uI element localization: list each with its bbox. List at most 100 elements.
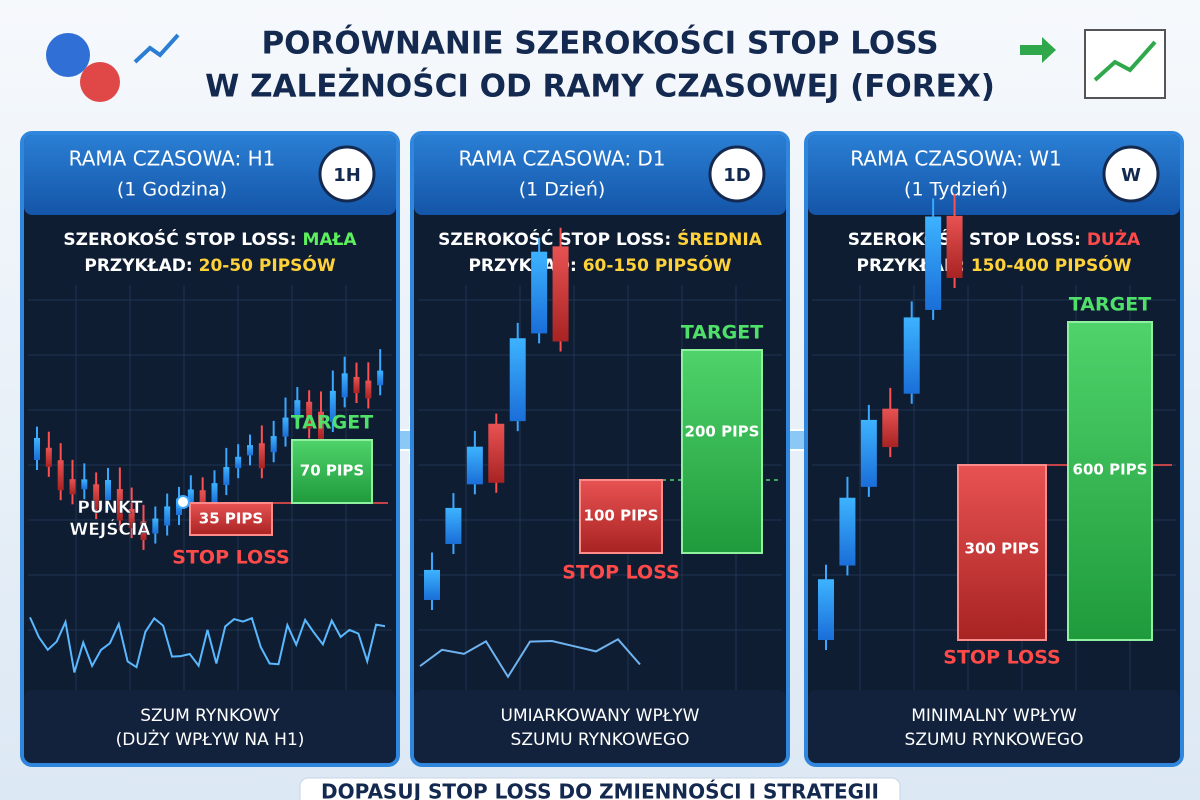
badge-text: 1D: [723, 165, 750, 186]
chart-icon-line: [1093, 40, 1157, 82]
candle: [341, 373, 348, 398]
title-line: PORÓWNANIE SZEROKOŚCI STOP LOSS: [261, 25, 938, 62]
target-box: [681, 349, 763, 554]
candle: [69, 479, 76, 495]
stop-width-label: SZEROKOŚĆ STOP LOSS:: [848, 228, 1081, 250]
example-label: PRZYKŁAD:: [84, 256, 192, 276]
target-label: TARGET: [291, 412, 373, 434]
panel-subtitle: (1 Godzina): [117, 179, 227, 201]
panel: RAMA CZASOWA: W1 (1 Tydzień) W SZEROKOŚĆ ST…: [804, 131, 1184, 767]
candle: [860, 419, 877, 487]
candle: [211, 483, 218, 503]
stop-pips: 35 PIPS: [199, 510, 263, 528]
stop-label: STOP LOSS: [943, 647, 1060, 669]
candle: [365, 380, 372, 399]
panel-header: [808, 135, 1180, 215]
panel-title: RAMA CZASOWA: H1: [69, 147, 276, 171]
example-value: 150-400 PIPSÓW: [971, 254, 1132, 276]
panel-title: RAMA CZASOWA: D1: [458, 147, 665, 171]
candle: [93, 484, 100, 510]
panel-footer-text: SZUMU RYNKOWEGO: [511, 730, 690, 750]
panel-footer-text: (DUŻY WPŁYW NA H1): [116, 729, 305, 750]
panel-frame: [410, 131, 790, 767]
candle: [235, 456, 242, 469]
stop-width: SZEROKOŚĆ STOP LOSS: DUŻA: [848, 228, 1141, 250]
candle: [294, 400, 301, 420]
example-value: 20-50 PIPSÓW: [199, 254, 336, 276]
candle: [925, 216, 942, 310]
candle: [306, 401, 313, 429]
panel-subtitle: (1 Dzień): [519, 179, 606, 201]
example: PRZYKŁAD: 150-400 PIPSÓW: [857, 254, 1132, 276]
noise-line: [419, 638, 641, 679]
example: PRZYKŁAD: 20-50 PIPSÓW: [84, 254, 335, 276]
footer-text: DOPASUJ STOP LOSS DO ZMIENNOŚCI I STRATE…: [321, 780, 879, 800]
panel-footer: [24, 690, 396, 763]
stop-box: [579, 479, 663, 554]
candle: [946, 215, 963, 278]
target-box: [1067, 321, 1153, 641]
candle: [282, 417, 289, 437]
target-pips: 70 PIPS: [300, 462, 364, 480]
panel-header: [24, 135, 396, 215]
badge-text: 1H: [333, 165, 361, 186]
candle: [445, 507, 462, 544]
candle: [57, 460, 64, 491]
candle: [45, 447, 52, 467]
stop-label: STOP LOSS: [172, 547, 289, 569]
panel-header: [414, 135, 786, 215]
dollar-icon: [80, 62, 120, 102]
stop-width-label: SZEROKOŚĆ STOP LOSS:: [438, 228, 671, 250]
candle: [353, 376, 360, 394]
candle: [424, 569, 440, 600]
arrow-icon: [1020, 37, 1056, 63]
panel-subtitle: (1 Tydzień): [904, 179, 1008, 201]
panel-footer-text: SZUMU RYNKOWEGO: [905, 730, 1084, 750]
candle: [223, 467, 230, 486]
stop-label: STOP LOSS: [562, 562, 679, 584]
candle: [187, 489, 194, 507]
candle: [377, 370, 384, 386]
candle: [34, 437, 40, 460]
stop-pips: 100 PIPS: [584, 507, 659, 525]
panel-footer-text: MINIMALNY WPŁYW: [911, 706, 1077, 726]
euro-icon: [46, 33, 90, 77]
candle: [466, 446, 483, 485]
example-value: 60-150 PIPSÓW: [583, 254, 732, 276]
candle: [552, 246, 569, 342]
candle: [140, 521, 147, 540]
title-line: W ZALEŻNOŚCI OD RAMY CZASOWEJ (FOREX): [205, 68, 995, 105]
candle: [81, 479, 88, 490]
panel-footer: [414, 690, 786, 763]
stop-width-value: ŚREDNIA: [677, 228, 763, 250]
candle: [488, 423, 505, 483]
panel-footer-text: SZUM RYNKOWY: [140, 706, 280, 726]
example-label: PRZYKŁAD:: [468, 256, 576, 276]
panel-footer-text: UMIARKOWANY WPŁYW: [501, 706, 700, 726]
stop-width: SZEROKOŚĆ STOP LOSS: ŚREDNIA: [438, 228, 763, 250]
stop-width-value: DUŻA: [1087, 228, 1141, 250]
target-box: [291, 439, 373, 504]
example: PRZYKŁAD: 60-150 PIPSÓW: [468, 254, 731, 276]
candle: [152, 518, 159, 534]
candle: [531, 251, 548, 334]
candle: [128, 508, 135, 529]
candle: [839, 497, 856, 566]
stop-box: [189, 502, 273, 536]
target-pips: 200 PIPS: [685, 423, 760, 441]
candle: [318, 411, 324, 439]
panel-footer: [808, 690, 1180, 763]
badge-text: W: [1121, 165, 1141, 186]
stop-width-value: MAŁA: [302, 230, 357, 250]
entry-label: WEJŚCIA: [70, 518, 152, 540]
stop-width-label: SZEROKOŚĆ STOP LOSS:: [63, 228, 296, 250]
target-label: TARGET: [1069, 294, 1151, 316]
candle: [164, 506, 171, 526]
badge-circle: [318, 145, 376, 203]
noise-line: [29, 616, 386, 673]
candle: [329, 390, 336, 423]
candle: [818, 579, 834, 640]
candle: [509, 338, 526, 422]
